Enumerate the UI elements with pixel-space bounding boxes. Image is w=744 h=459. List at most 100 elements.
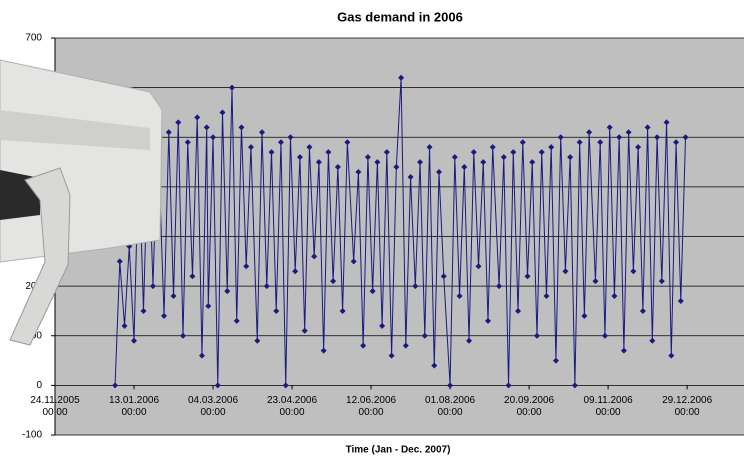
data-point [198,352,205,359]
data-point [287,134,294,141]
data-point [447,382,454,389]
data-point [334,164,341,171]
data-point [562,268,569,275]
data-point [461,164,468,171]
data-point [668,352,675,359]
data-point [480,159,487,166]
data-point [315,159,322,166]
y-tick-label: 300 [25,231,42,242]
data-point [325,149,332,156]
data-point [505,382,512,389]
data-point [306,144,313,151]
data-point [529,159,536,166]
data-point [586,129,593,136]
data-point [205,302,212,309]
data-point [263,283,270,290]
x-tick-label: 13.01.2006 00:00 [108,395,160,418]
data-point [330,278,337,285]
data-point [625,129,632,136]
data-point [320,347,327,354]
data-point [369,288,376,295]
x-tick-label: 12.06.2006 00:00 [346,395,397,418]
data-point [383,149,390,156]
data-point [254,337,261,344]
data-point [567,154,574,161]
data-point [489,144,496,151]
x-tick-label: 24.11.2005 00:00 [30,395,80,418]
data-point [581,312,588,319]
y-tick-label: 0 [36,380,42,391]
data-point [677,298,684,305]
data-point [360,342,367,349]
data-point [184,139,191,146]
data-point [431,362,438,369]
data-point [350,258,357,265]
series-line [114,77,687,386]
data-point [247,144,254,151]
data-point [273,307,280,314]
y-tick-label: -100 [22,430,42,441]
data-point [533,332,540,339]
data-point [500,154,507,161]
data-point [548,144,555,151]
y-tick-label: 100 [25,330,42,341]
data-point [140,307,147,314]
data-point [301,327,308,334]
data-point [456,293,463,300]
data-point [268,149,275,156]
data-point [224,288,231,295]
y-tick-label: 700 [25,33,42,44]
data-point [436,168,443,175]
x-tick-label: 04.03.2006 00:00 [187,395,239,418]
data-point [611,293,618,300]
data-point [277,139,284,146]
data-point [203,124,210,131]
data-point [344,139,351,146]
data-point [417,159,424,166]
data-point [557,134,564,141]
data-point [175,119,182,126]
x-axis-label: Time (Jan - Dec. 2007) [346,445,451,456]
data-point [639,307,646,314]
data-point [515,307,522,314]
x-tick-label: 23.04.2006 00:00 [267,395,318,418]
x-tick-label: 01.08.2006 00:00 [425,395,476,418]
data-point [219,109,226,116]
data-point [475,263,482,270]
data-point [470,149,477,156]
data-point [398,74,405,81]
data-point [466,337,473,344]
data-point [364,154,371,161]
data-point [510,149,517,156]
data-point [243,263,250,270]
data-point [393,164,400,171]
data-point [649,337,656,344]
data-point [654,134,661,141]
data-point [426,144,433,151]
data-point [644,124,651,131]
data-point [374,159,381,166]
data-point [210,134,217,141]
data-point [421,332,428,339]
data-point [592,278,599,285]
data-point [440,273,447,280]
data-point [620,347,627,354]
data-point [451,154,458,161]
data-point [259,129,266,136]
data-point [388,352,395,359]
data-point [635,144,642,151]
data-point [484,317,491,324]
data-point [292,268,299,275]
data-point [412,283,419,290]
data-point [311,253,318,260]
data-point [282,382,289,389]
x-tick-label: 20.09.2006 00:00 [504,395,555,418]
data-point [552,357,559,364]
data-point [165,129,172,136]
data-point [524,273,531,280]
data-point [630,268,637,275]
data-point [538,149,545,156]
data-point [673,139,680,146]
data-point [407,173,414,180]
